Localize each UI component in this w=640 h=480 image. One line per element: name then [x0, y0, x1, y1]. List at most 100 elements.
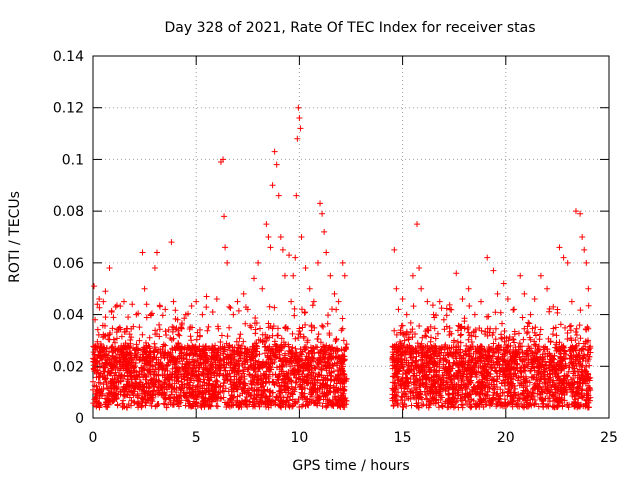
data-point-cloud: [161, 355, 168, 362]
data-point: [327, 272, 334, 279]
data-point-cloud: [174, 398, 181, 405]
data-point: [568, 298, 575, 305]
y-tick-label: 0.1: [62, 152, 84, 168]
data-point-cloud: [157, 350, 164, 357]
data-point-cloud: [172, 347, 179, 354]
data-point: [484, 254, 491, 261]
data-point-cloud: [335, 371, 342, 378]
data-point-cloud: [509, 336, 516, 343]
data-point-cloud: [276, 401, 283, 408]
data-point-cloud: [146, 334, 153, 341]
data-point-cloud: [149, 398, 156, 405]
data-point-cloud: [127, 345, 134, 352]
data-point-cloud: [227, 305, 234, 312]
data-point-cloud: [242, 358, 249, 365]
data-point-cloud: [217, 338, 224, 345]
data-point-cloud: [151, 368, 158, 375]
data-point-cloud: [176, 358, 183, 365]
data-point-cloud: [230, 382, 237, 389]
data-point-cloud: [498, 334, 505, 341]
data-point: [436, 298, 443, 305]
data-point-cloud: [92, 346, 99, 353]
data-point-cloud: [186, 385, 193, 392]
data-point-cloud: [120, 346, 127, 353]
data-point-cloud: [263, 374, 270, 381]
data-point-cloud: [199, 348, 206, 355]
data-point-cloud: [196, 352, 203, 359]
data-point-cloud: [169, 323, 176, 330]
data-point: [395, 306, 402, 313]
data-point-cloud: [235, 377, 242, 384]
data-point-cloud: [165, 350, 172, 357]
data-point-cloud: [340, 379, 347, 386]
data-point-cloud: [335, 354, 342, 361]
data-point-cloud: [293, 369, 300, 376]
data-point-cloud: [193, 398, 200, 405]
data-point-cloud: [289, 344, 296, 351]
data-point-cloud: [294, 399, 301, 406]
data-point-cloud: [131, 399, 138, 406]
data-point-cloud: [329, 354, 336, 361]
data-point-cloud: [497, 386, 504, 393]
data-point-cloud: [226, 324, 233, 331]
data-point-cloud: [492, 325, 499, 332]
data-point-cloud: [234, 386, 241, 393]
data-point-cloud: [425, 404, 432, 411]
data-point-cloud: [446, 324, 453, 331]
data-point-cloud: [199, 369, 206, 376]
data-point-cloud: [182, 365, 189, 372]
data-point-cloud: [110, 314, 117, 321]
data-point-cloud: [510, 336, 517, 343]
data-point: [263, 221, 270, 228]
data-point-cloud: [230, 348, 237, 355]
data-point-cloud: [272, 353, 279, 360]
data-point-cloud: [137, 379, 144, 386]
data-point-cloud: [188, 337, 195, 344]
data-point-cloud: [141, 388, 148, 395]
data-point-cloud: [285, 385, 292, 392]
data-point: [564, 259, 571, 266]
data-point: [269, 182, 276, 189]
data-point-cloud: [257, 381, 264, 388]
data-point-cloud: [202, 394, 209, 401]
data-point-cloud: [241, 350, 248, 357]
data-point-cloud: [246, 390, 253, 397]
data-point-cloud: [198, 361, 205, 368]
data-point-cloud: [322, 344, 329, 351]
x-tick-label: 0: [89, 430, 98, 446]
data-point: [393, 285, 400, 292]
data-point-cloud: [304, 374, 311, 381]
data-point-cloud: [111, 339, 118, 346]
data-point-cloud: [473, 360, 480, 367]
data-point-cloud: [255, 386, 262, 393]
data-point-cloud: [279, 362, 286, 369]
data-point-cloud: [95, 373, 102, 380]
data-point-cloud: [303, 353, 310, 360]
y-tick-label: 0.06: [53, 256, 84, 272]
data-point-cloud: [398, 322, 405, 329]
data-point-cloud: [319, 376, 326, 383]
data-point-cloud: [412, 331, 419, 338]
data-point-cloud: [519, 314, 526, 321]
data-point-cloud: [104, 354, 111, 361]
data-point: [310, 298, 317, 305]
data-point-cloud: [429, 302, 436, 309]
data-point-cloud: [143, 400, 150, 407]
data-point-cloud: [264, 401, 271, 408]
data-point-cloud: [102, 364, 109, 371]
plot-area-frame: [92, 55, 610, 419]
data-point-cloud: [308, 322, 315, 329]
data-point: [490, 267, 497, 274]
data-point-cloud: [257, 362, 264, 369]
data-point-cloud: [184, 370, 191, 377]
data-point: [120, 298, 127, 305]
data-point: [295, 104, 302, 111]
data-point-cloud: [226, 347, 233, 354]
data-point-cloud: [400, 404, 407, 411]
data-point-cloud: [458, 331, 465, 338]
data-point-cloud: [257, 397, 264, 404]
data-point-cloud: [174, 364, 181, 371]
data-point-cloud: [338, 346, 345, 353]
data-point-cloud: [291, 386, 298, 393]
data-point-cloud: [156, 333, 163, 340]
